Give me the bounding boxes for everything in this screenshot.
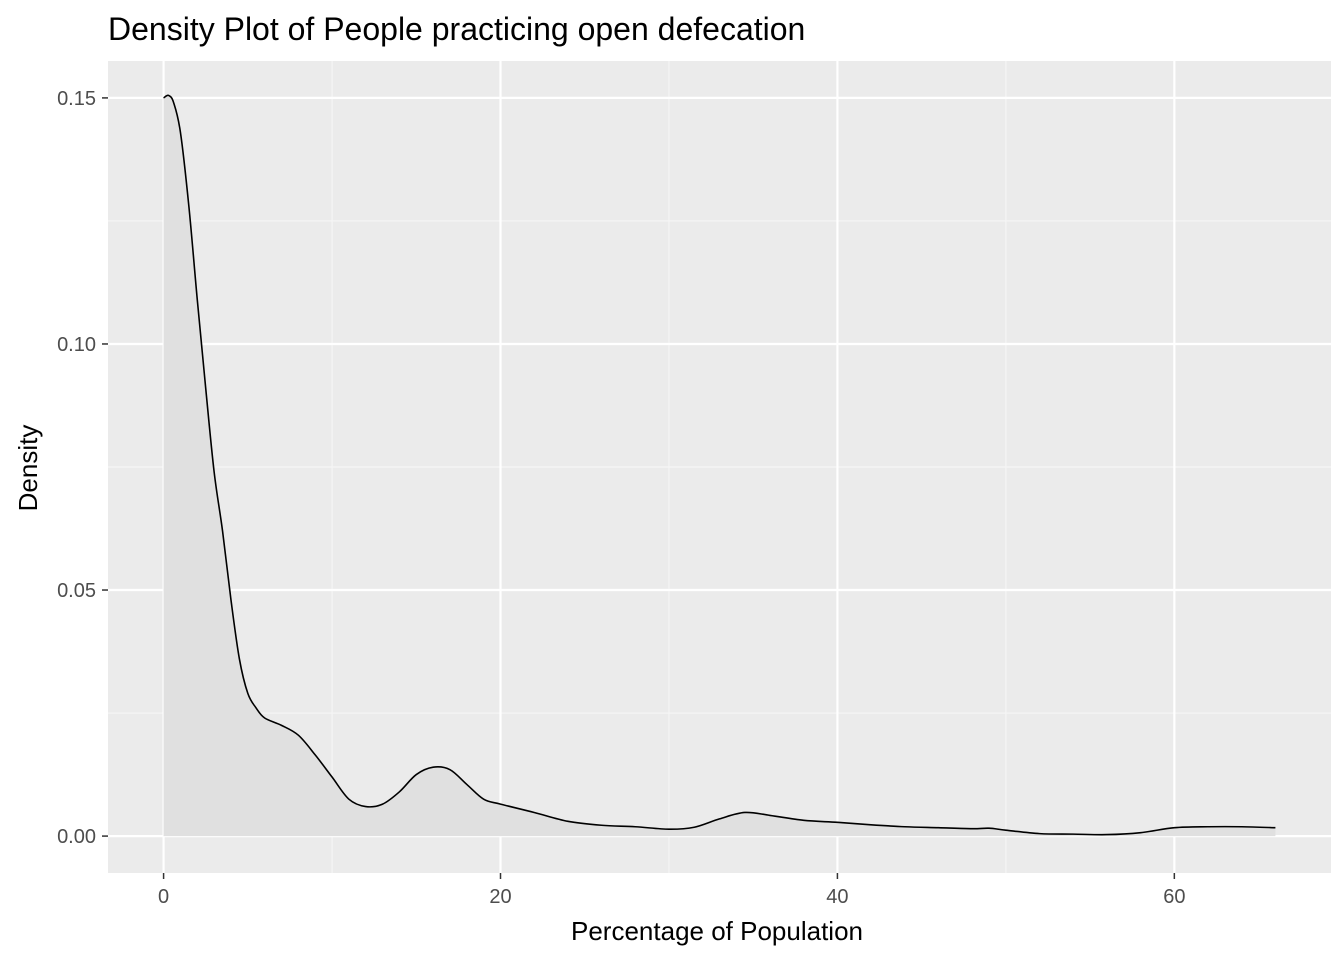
x-axis: 0 20 40 60	[158, 873, 1185, 908]
x-tick-label: 20	[489, 886, 511, 908]
y-tick-label: 0.00	[57, 826, 96, 848]
x-tick-label: 60	[1163, 886, 1185, 908]
x-tick-label: 0	[158, 886, 169, 908]
y-axis-title: Density	[13, 425, 43, 512]
density-line	[163, 94, 1276, 836]
density-area	[163, 95, 1276, 837]
chart-title: Density Plot of People practicing open d…	[108, 11, 805, 47]
minor-gridlines	[108, 61, 1331, 873]
x-tick-label: 40	[826, 886, 848, 908]
y-tick-label: 0.10	[57, 334, 96, 356]
x-axis-title: Percentage of Population	[571, 916, 863, 946]
y-tick-label: 0.05	[57, 580, 96, 602]
y-axis: 0.00 0.05 0.10 0.15	[57, 88, 108, 848]
y-tick-label: 0.15	[57, 88, 96, 110]
